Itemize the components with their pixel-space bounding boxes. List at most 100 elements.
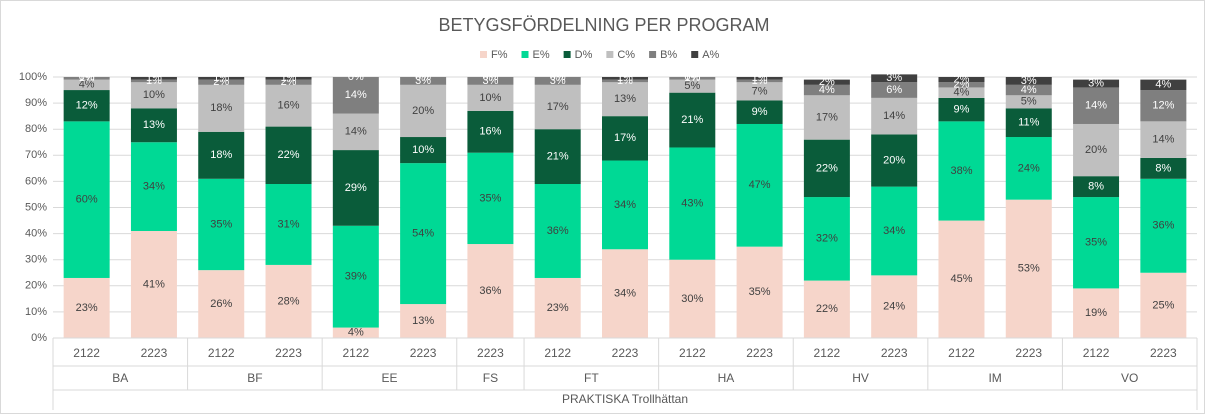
data-label: 3%	[550, 75, 566, 87]
data-label: 21%	[681, 114, 703, 126]
bar-segment	[400, 304, 447, 338]
group-label: HA	[718, 371, 735, 385]
y-tick-label: 50%	[25, 201, 47, 213]
data-label: 8%	[1088, 181, 1104, 193]
data-label: 4%	[954, 87, 970, 99]
bar-segment	[467, 152, 514, 245]
bar-segment	[332, 327, 379, 338]
data-label: 35%	[749, 286, 771, 298]
bar-segment	[938, 82, 985, 88]
bar-segment	[1005, 95, 1052, 109]
data-label: 20%	[883, 154, 905, 166]
group-label: FT	[584, 371, 599, 385]
data-label: 43%	[681, 197, 703, 209]
bar-segment	[400, 77, 447, 85]
data-label: 17%	[614, 132, 636, 144]
data-label: 22%	[278, 149, 300, 161]
legend-swatch	[480, 51, 487, 58]
bar-segment	[1005, 199, 1052, 338]
data-label: 41%	[143, 278, 165, 290]
x-tick-label: 2223	[141, 346, 168, 360]
x-tick-label: 2122	[73, 346, 100, 360]
x-tick-label: 2223	[275, 346, 302, 360]
data-label: 31%	[278, 218, 300, 230]
data-label: 16%	[479, 126, 501, 138]
bar-segment	[1073, 176, 1120, 198]
bar-segment	[1073, 79, 1120, 88]
legend-label: D%	[575, 49, 593, 61]
data-label: 1%	[752, 72, 768, 84]
bar-segment	[332, 150, 379, 226]
group-label: BF	[247, 371, 262, 385]
bar-segment	[198, 131, 245, 179]
data-label: 35%	[479, 192, 501, 204]
data-label: 5%	[684, 80, 700, 92]
bar-segment	[1140, 178, 1187, 273]
x-tick-label: 2223	[477, 346, 504, 360]
data-label: 6%	[886, 84, 902, 96]
data-label: 1%	[213, 72, 229, 84]
bar-segment	[602, 82, 648, 117]
data-label: 18%	[210, 149, 232, 161]
data-label: 28%	[278, 295, 300, 307]
y-tick-label: 10%	[25, 306, 47, 318]
bar-segment	[602, 79, 648, 83]
data-label: 14%	[1085, 100, 1107, 112]
group-label: EE	[381, 371, 397, 385]
x-tick-label: 2122	[208, 346, 235, 360]
data-label: 4%	[1021, 84, 1037, 96]
data-label: 16%	[278, 100, 300, 112]
bar-segment	[803, 84, 850, 96]
data-label: 10%	[412, 144, 434, 156]
bar-segment	[803, 79, 850, 85]
data-label: 4%	[819, 84, 835, 96]
chart-title: BETYGSFÖRDELNING PER PROGRAM	[438, 15, 769, 35]
bar-segment	[467, 244, 514, 338]
bar-segment	[1005, 108, 1052, 138]
bar-segment	[871, 74, 918, 83]
data-label: 3%	[482, 75, 498, 87]
bar-segment	[938, 220, 985, 338]
bar-segment	[1140, 121, 1187, 158]
x-tick-label: 2223	[410, 346, 437, 360]
bar-segment	[803, 139, 850, 198]
bar-segment	[198, 178, 245, 271]
group-label: BA	[112, 371, 128, 385]
x-tick-label: 2122	[342, 346, 369, 360]
data-label: 1%	[617, 72, 633, 84]
data-label: 13%	[412, 315, 434, 327]
x-tick-label: 2223	[1015, 346, 1042, 360]
data-label: 24%	[883, 301, 905, 313]
x-tick-label: 2223	[1150, 346, 1177, 360]
legend-label: E%	[533, 49, 550, 61]
data-label: 0%	[348, 71, 364, 83]
bar-segment	[736, 77, 783, 80]
data-label: 25%	[1152, 299, 1174, 311]
bar-segment	[332, 225, 379, 328]
data-label: 4%	[348, 327, 364, 339]
legend-label: B%	[660, 49, 677, 61]
data-label: 11%	[1018, 117, 1039, 129]
data-label: 23%	[76, 302, 98, 314]
bar-segment	[736, 79, 783, 83]
bar-segment	[1140, 90, 1187, 122]
data-label: 1%	[684, 72, 700, 84]
bar-segment	[265, 77, 312, 80]
bar-segment	[198, 77, 245, 80]
data-label: 4%	[1155, 79, 1171, 91]
y-tick-label: 100%	[19, 71, 47, 83]
bar-segment	[400, 163, 447, 305]
data-label: 0%	[550, 71, 566, 83]
y-tick-label: 90%	[25, 97, 47, 109]
data-label: 19%	[1085, 307, 1107, 319]
group-label: HV	[852, 371, 869, 385]
bar-segment	[736, 82, 783, 101]
data-label: 12%	[76, 100, 98, 112]
data-label: 45%	[950, 273, 972, 285]
bar-segment	[602, 116, 648, 161]
data-label: 35%	[1085, 237, 1107, 249]
bar-segment	[669, 79, 716, 93]
bar-segment	[534, 84, 581, 130]
bar-segment	[669, 92, 716, 148]
bar-segment	[871, 82, 918, 98]
